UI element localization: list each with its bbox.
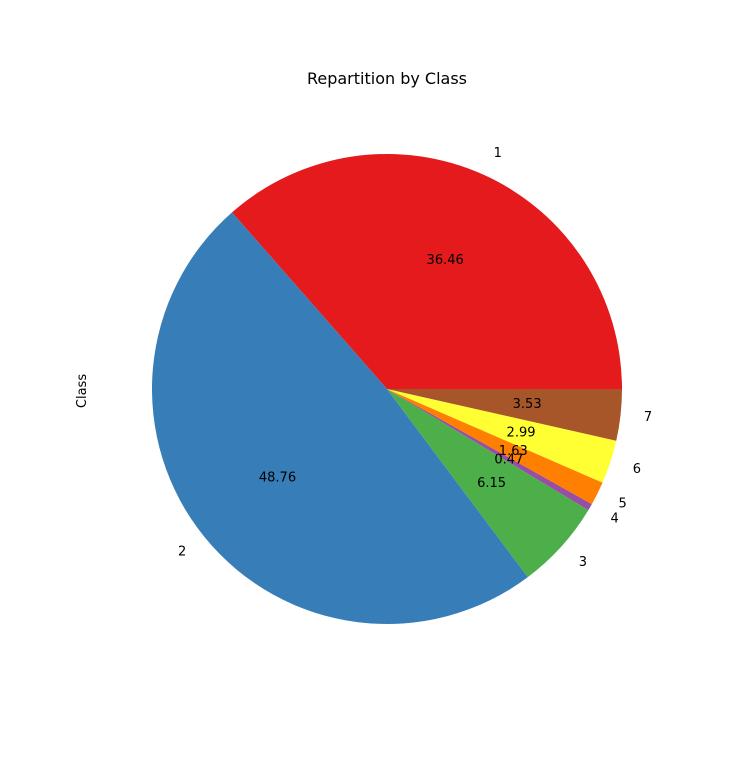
slice-value-2: 48.76 xyxy=(259,470,296,485)
pie-slice-4 xyxy=(387,389,592,511)
slice-value-5: 1.63 xyxy=(499,444,528,459)
slice-value-6: 2.99 xyxy=(507,425,536,440)
slice-label-7: 7 xyxy=(644,410,652,425)
pie-slice-2 xyxy=(151,212,528,625)
slice-value-7: 3.53 xyxy=(513,397,542,412)
y-axis-label: Class xyxy=(75,374,90,408)
pie-slice-1 xyxy=(231,154,623,389)
slice-label-6: 6 xyxy=(633,462,641,477)
pie-slice-5 xyxy=(387,389,603,505)
slice-label-4: 4 xyxy=(610,511,618,526)
slice-value-3: 6.15 xyxy=(477,476,506,491)
pie-slices xyxy=(151,154,623,625)
pie-slice-7 xyxy=(387,389,622,441)
slice-label-5: 5 xyxy=(619,496,627,511)
chart-title: Repartition by Class xyxy=(307,69,467,88)
pie-slice-3 xyxy=(387,389,589,578)
slice-label-1: 1 xyxy=(494,146,502,161)
pie-slice-6 xyxy=(387,389,617,483)
slice-value-1: 36.46 xyxy=(427,253,464,268)
slice-label-3: 3 xyxy=(579,555,587,570)
slice-label-2: 2 xyxy=(178,544,186,559)
pie-labels: 1 36.46 2 48.76 3 6.15 4 0.47 5 1.63 6 2.99 7 3.53 xyxy=(178,146,652,570)
slice-value-4: 0.47 xyxy=(494,452,523,467)
